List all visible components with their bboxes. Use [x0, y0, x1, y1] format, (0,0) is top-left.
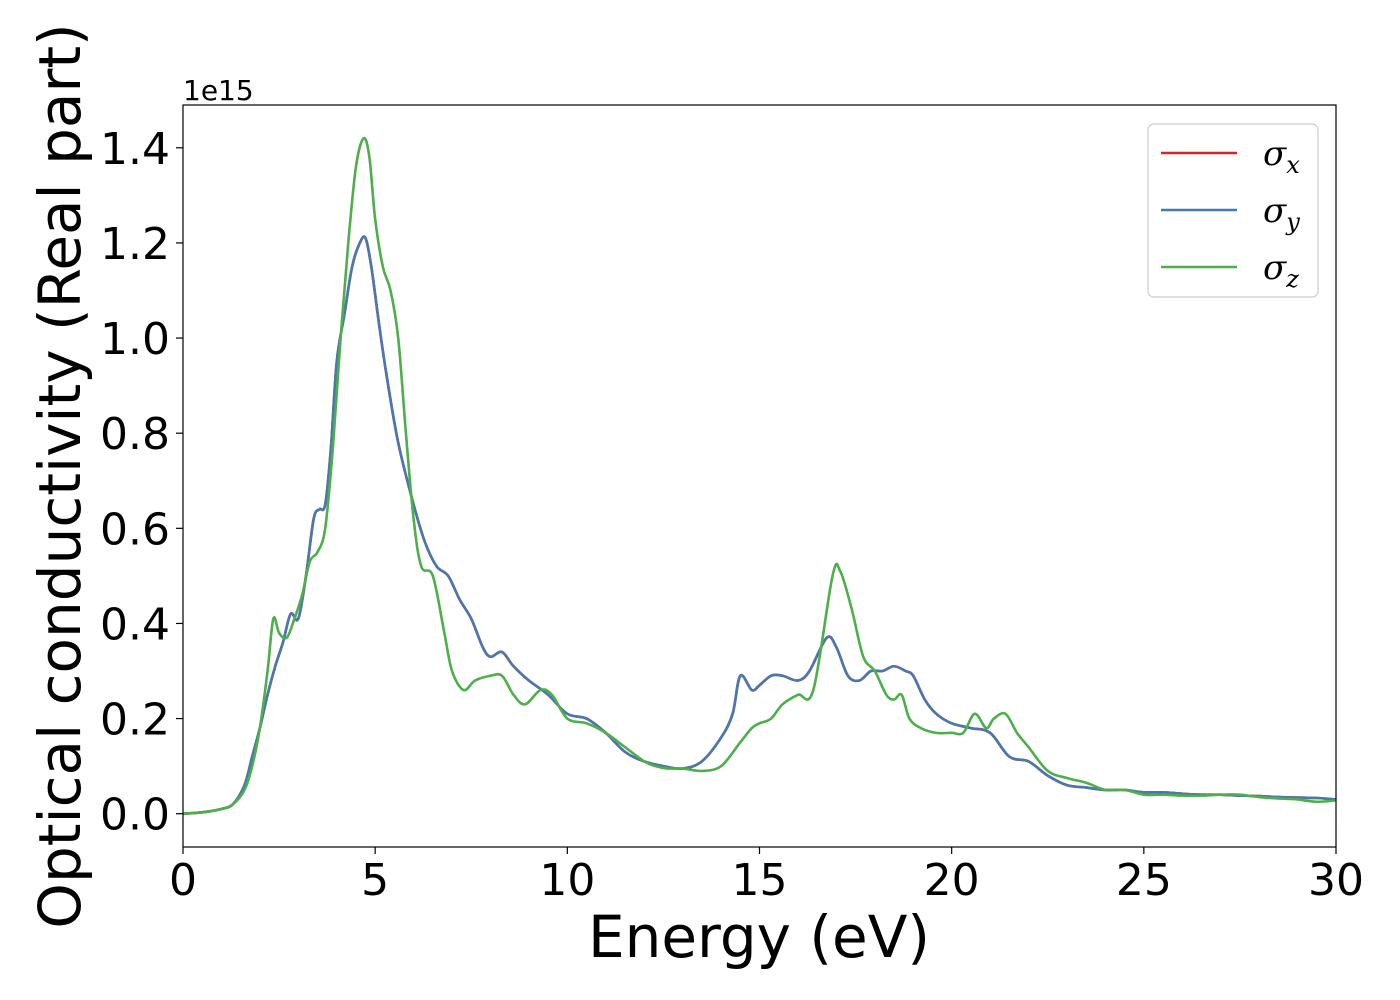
- y-tick-label: 0.0: [100, 790, 170, 841]
- x-tick-label: 25: [1116, 855, 1172, 906]
- y-tick-label: 0.8: [100, 409, 170, 460]
- y-tick-label: 0.2: [100, 695, 170, 746]
- x-tick-label: 5: [361, 855, 389, 906]
- x-tick-label: 15: [732, 855, 788, 906]
- y-tick-label: 0.4: [100, 599, 170, 650]
- series-line-sigma-y: [182, 235, 1337, 816]
- x-axis-ticks: 0 5 10 15 20 25 30: [169, 847, 1364, 906]
- x-tick-label: 0: [169, 855, 197, 906]
- y-tick-label: 1.4: [100, 124, 170, 175]
- x-tick-label: 10: [539, 855, 595, 906]
- legend-label-sigma-y: σy: [1263, 191, 1300, 236]
- x-tick-label: 20: [924, 855, 980, 906]
- y-offset-label: 1e15: [183, 74, 254, 107]
- series-line-sigma-z: [182, 136, 1337, 816]
- y-tick-label: 0.6: [100, 504, 170, 555]
- x-axis-label: Energy (eV): [588, 903, 930, 971]
- series-layer: [182, 136, 1337, 816]
- y-axis-ticks: 0.0 0.2 0.4 0.6 0.8 1.0 1.2 1.4: [100, 124, 183, 841]
- y-tick-label: 1.2: [100, 219, 170, 270]
- y-axis-label: Optical conductivity (Real part): [26, 23, 94, 928]
- x-tick-label: 30: [1308, 855, 1364, 906]
- y-tick-label: 1.0: [100, 314, 170, 365]
